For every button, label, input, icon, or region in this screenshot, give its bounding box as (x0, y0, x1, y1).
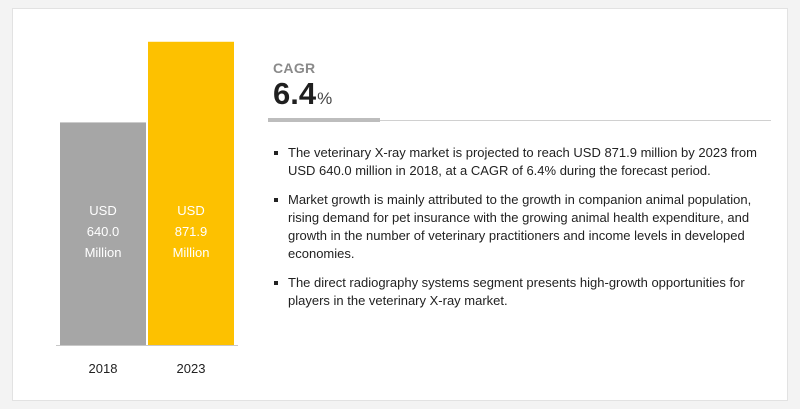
cagr-unit: % (317, 89, 333, 108)
bar-data-label: Million (173, 245, 210, 260)
bullet-marker (274, 281, 278, 285)
bar-data-label: 871.9 (175, 224, 208, 239)
bar-data-label: Million (85, 245, 122, 260)
key-findings-list: The veterinary X-ray market is projected… (274, 144, 774, 321)
cagr-title: CAGR (273, 60, 316, 76)
bullet-marker (274, 198, 278, 202)
x-tick-label: 2018 (89, 361, 118, 376)
key-finding-item: The veterinary X-ray market is projected… (274, 144, 774, 180)
cagr-divider-accent (268, 118, 380, 122)
bar-data-label: 640.0 (87, 224, 120, 239)
key-finding-text: The veterinary X-ray market is projected… (288, 145, 757, 178)
bar-2018 (60, 122, 146, 345)
cagr-divider-line (380, 120, 771, 121)
key-finding-text: The direct radiography systems segment p… (288, 275, 745, 308)
cagr-value: 6.4 (273, 76, 317, 111)
bar-data-label: USD (89, 203, 116, 218)
bar-2023 (148, 41, 234, 346)
cagr-block: CAGR 6.4% (273, 60, 332, 109)
key-finding-text: Market growth is mainly attributed to th… (288, 192, 752, 261)
key-finding-item: Market growth is mainly attributed to th… (274, 191, 774, 263)
cagr-value-row: 6.4% (273, 78, 332, 109)
key-finding-item: The direct radiography systems segment p… (274, 274, 774, 310)
bullet-marker (274, 151, 278, 155)
bar-data-label: USD (177, 203, 204, 218)
x-tick-label: 2023 (177, 361, 206, 376)
